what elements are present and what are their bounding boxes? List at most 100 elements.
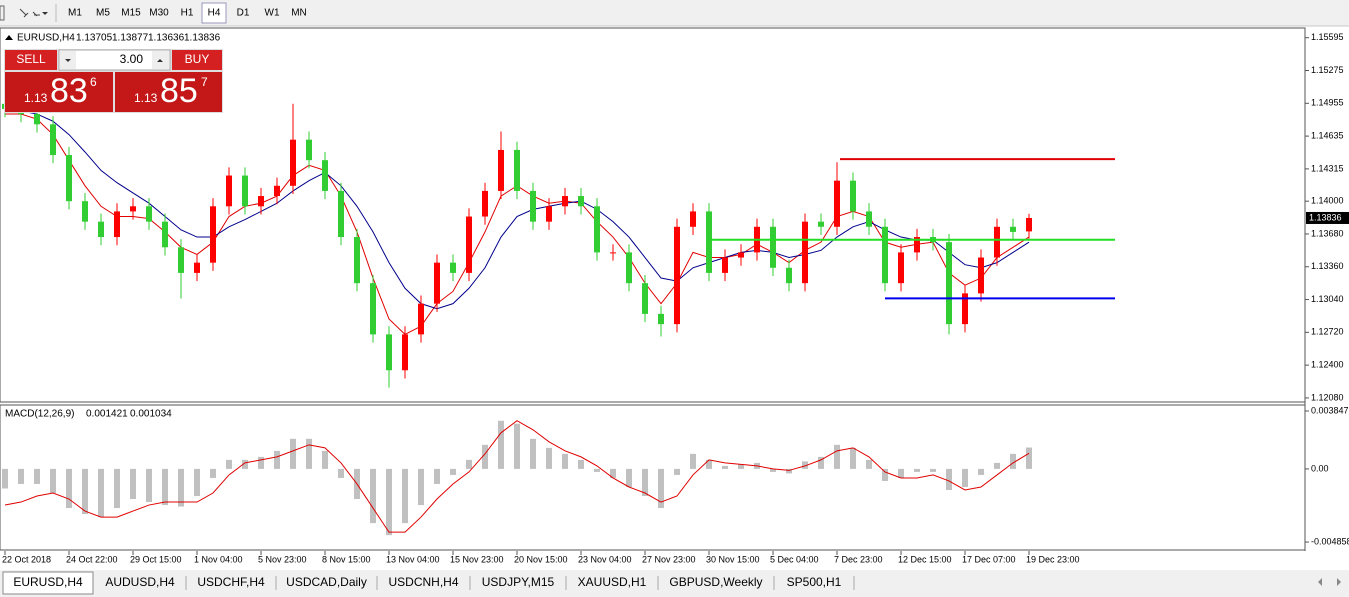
x-tick-label: 8 Nov 15:00 bbox=[322, 554, 371, 564]
macd-panel bbox=[0, 404, 1306, 551]
y-tick-label: 1.13680 bbox=[1311, 228, 1344, 238]
header-value: 1.13836 bbox=[184, 33, 221, 44]
candle-body bbox=[866, 211, 872, 227]
macd-bar bbox=[450, 468, 456, 475]
candle-body bbox=[786, 267, 792, 284]
timeframe-button[interactable]: D1 bbox=[237, 8, 250, 19]
candle-body bbox=[610, 252, 616, 254]
sell-price-box[interactable] bbox=[5, 72, 113, 112]
tab-label: USDJPY,M15 bbox=[482, 575, 555, 589]
candle-body bbox=[322, 160, 328, 191]
x-tick-label: 13 Nov 04:00 bbox=[386, 554, 440, 564]
candle-body bbox=[210, 206, 216, 263]
tab[interactable] bbox=[775, 574, 853, 592]
buy-price-box[interactable] bbox=[115, 72, 222, 112]
timeframe-selected bbox=[201, 2, 227, 24]
lots-input[interactable] bbox=[58, 49, 171, 71]
ohlc-header: 1.13705 1.13877 1.13636 1.13836 bbox=[76, 33, 221, 44]
y-tick-label: 1.15275 bbox=[1311, 65, 1344, 75]
tab[interactable] bbox=[277, 574, 376, 592]
macd-header: 0.001421 0.001034 bbox=[86, 409, 172, 420]
candle-body bbox=[658, 313, 664, 325]
candle-body bbox=[306, 139, 312, 161]
candle-body bbox=[834, 180, 840, 227]
macd-bar bbox=[98, 468, 104, 518]
macd-bar bbox=[914, 468, 920, 472]
tool-icon[interactable] bbox=[0, 5, 5, 21]
moving-average bbox=[4, 108, 1030, 310]
candle-body bbox=[338, 190, 344, 238]
tab[interactable] bbox=[471, 574, 565, 592]
candle-body bbox=[370, 283, 376, 335]
candle-body bbox=[66, 155, 72, 202]
x-tick-label: 19 Dec 23:00 bbox=[1026, 554, 1080, 564]
sell-button[interactable] bbox=[5, 50, 57, 70]
macd-bar bbox=[322, 450, 328, 469]
macd-bar bbox=[210, 468, 216, 478]
buy-price-sup: 7 bbox=[201, 75, 208, 89]
macd-bar bbox=[226, 459, 232, 469]
tab[interactable] bbox=[378, 574, 469, 592]
macd-bar bbox=[258, 456, 264, 469]
macd-bar bbox=[50, 468, 56, 494]
candle-body bbox=[290, 139, 296, 186]
tab[interactable] bbox=[95, 574, 185, 592]
collapse-icon[interactable] bbox=[5, 35, 13, 40]
candle-body bbox=[530, 190, 536, 222]
candle-body bbox=[706, 211, 712, 273]
macd-bar bbox=[962, 468, 968, 487]
tab[interactable] bbox=[659, 574, 773, 592]
candle-body bbox=[898, 252, 904, 284]
macd-bar bbox=[194, 468, 200, 497]
tab[interactable] bbox=[567, 574, 657, 592]
x-tick-label: 5 Dec 04:00 bbox=[770, 554, 819, 564]
header-value: 1.13877 bbox=[112, 33, 149, 44]
macd-bar bbox=[946, 468, 952, 490]
candle-body bbox=[466, 216, 472, 273]
candle-body bbox=[194, 262, 200, 273]
candle-body bbox=[882, 226, 888, 284]
timeframe-button[interactable]: M5 bbox=[96, 8, 110, 19]
macd-bar bbox=[66, 468, 72, 509]
dropdown-arrow[interactable] bbox=[42, 12, 48, 15]
macd-bar bbox=[610, 468, 616, 478]
macd-bar bbox=[306, 438, 312, 469]
timeframe-button[interactable]: M1 bbox=[68, 8, 82, 19]
candle-body bbox=[146, 206, 152, 222]
macd-bar bbox=[386, 468, 392, 536]
y-tick-label: 1.15595 bbox=[1311, 32, 1344, 42]
signal-line bbox=[4, 420, 1030, 533]
y-tick-label: 1.13040 bbox=[1311, 294, 1344, 304]
buy-button[interactable] bbox=[172, 50, 222, 70]
macd-bar bbox=[1026, 447, 1032, 469]
tab[interactable] bbox=[2, 571, 94, 595]
tab[interactable] bbox=[187, 574, 275, 592]
candle-body bbox=[562, 196, 568, 207]
x-tick-label: 30 Nov 15:00 bbox=[706, 554, 760, 564]
timeframe-button[interactable]: M30 bbox=[149, 8, 169, 19]
macd-bar bbox=[34, 468, 40, 484]
macd-bar bbox=[82, 468, 88, 515]
macd-bar bbox=[978, 468, 984, 475]
timeframe-button[interactable]: H1 bbox=[181, 8, 194, 19]
macd-bar bbox=[706, 459, 712, 469]
candle-body bbox=[514, 149, 520, 191]
candle-body bbox=[642, 283, 648, 314]
candle-body bbox=[178, 247, 184, 273]
candle-body bbox=[34, 114, 40, 125]
buy-label: BUY bbox=[185, 52, 210, 66]
tab-label: USDCAD,Daily bbox=[286, 575, 367, 589]
macd-bar bbox=[466, 459, 472, 469]
candle-body bbox=[978, 257, 984, 294]
header-value: 1.13636 bbox=[148, 33, 185, 44]
timeframe-button[interactable]: W1 bbox=[265, 8, 280, 19]
candle-body bbox=[770, 226, 776, 268]
macd-bar bbox=[130, 468, 136, 500]
y-tick-label: 0.003847 bbox=[1311, 405, 1349, 415]
x-tick-label: 15 Nov 23:00 bbox=[450, 554, 504, 564]
tool-icon[interactable] bbox=[19, 8, 40, 18]
macd-bar bbox=[930, 468, 936, 472]
timeframe-button[interactable]: M15 bbox=[121, 8, 141, 19]
timeframe-button[interactable]: MN bbox=[291, 8, 307, 19]
timeframe-button[interactable]: H4 bbox=[208, 8, 221, 19]
